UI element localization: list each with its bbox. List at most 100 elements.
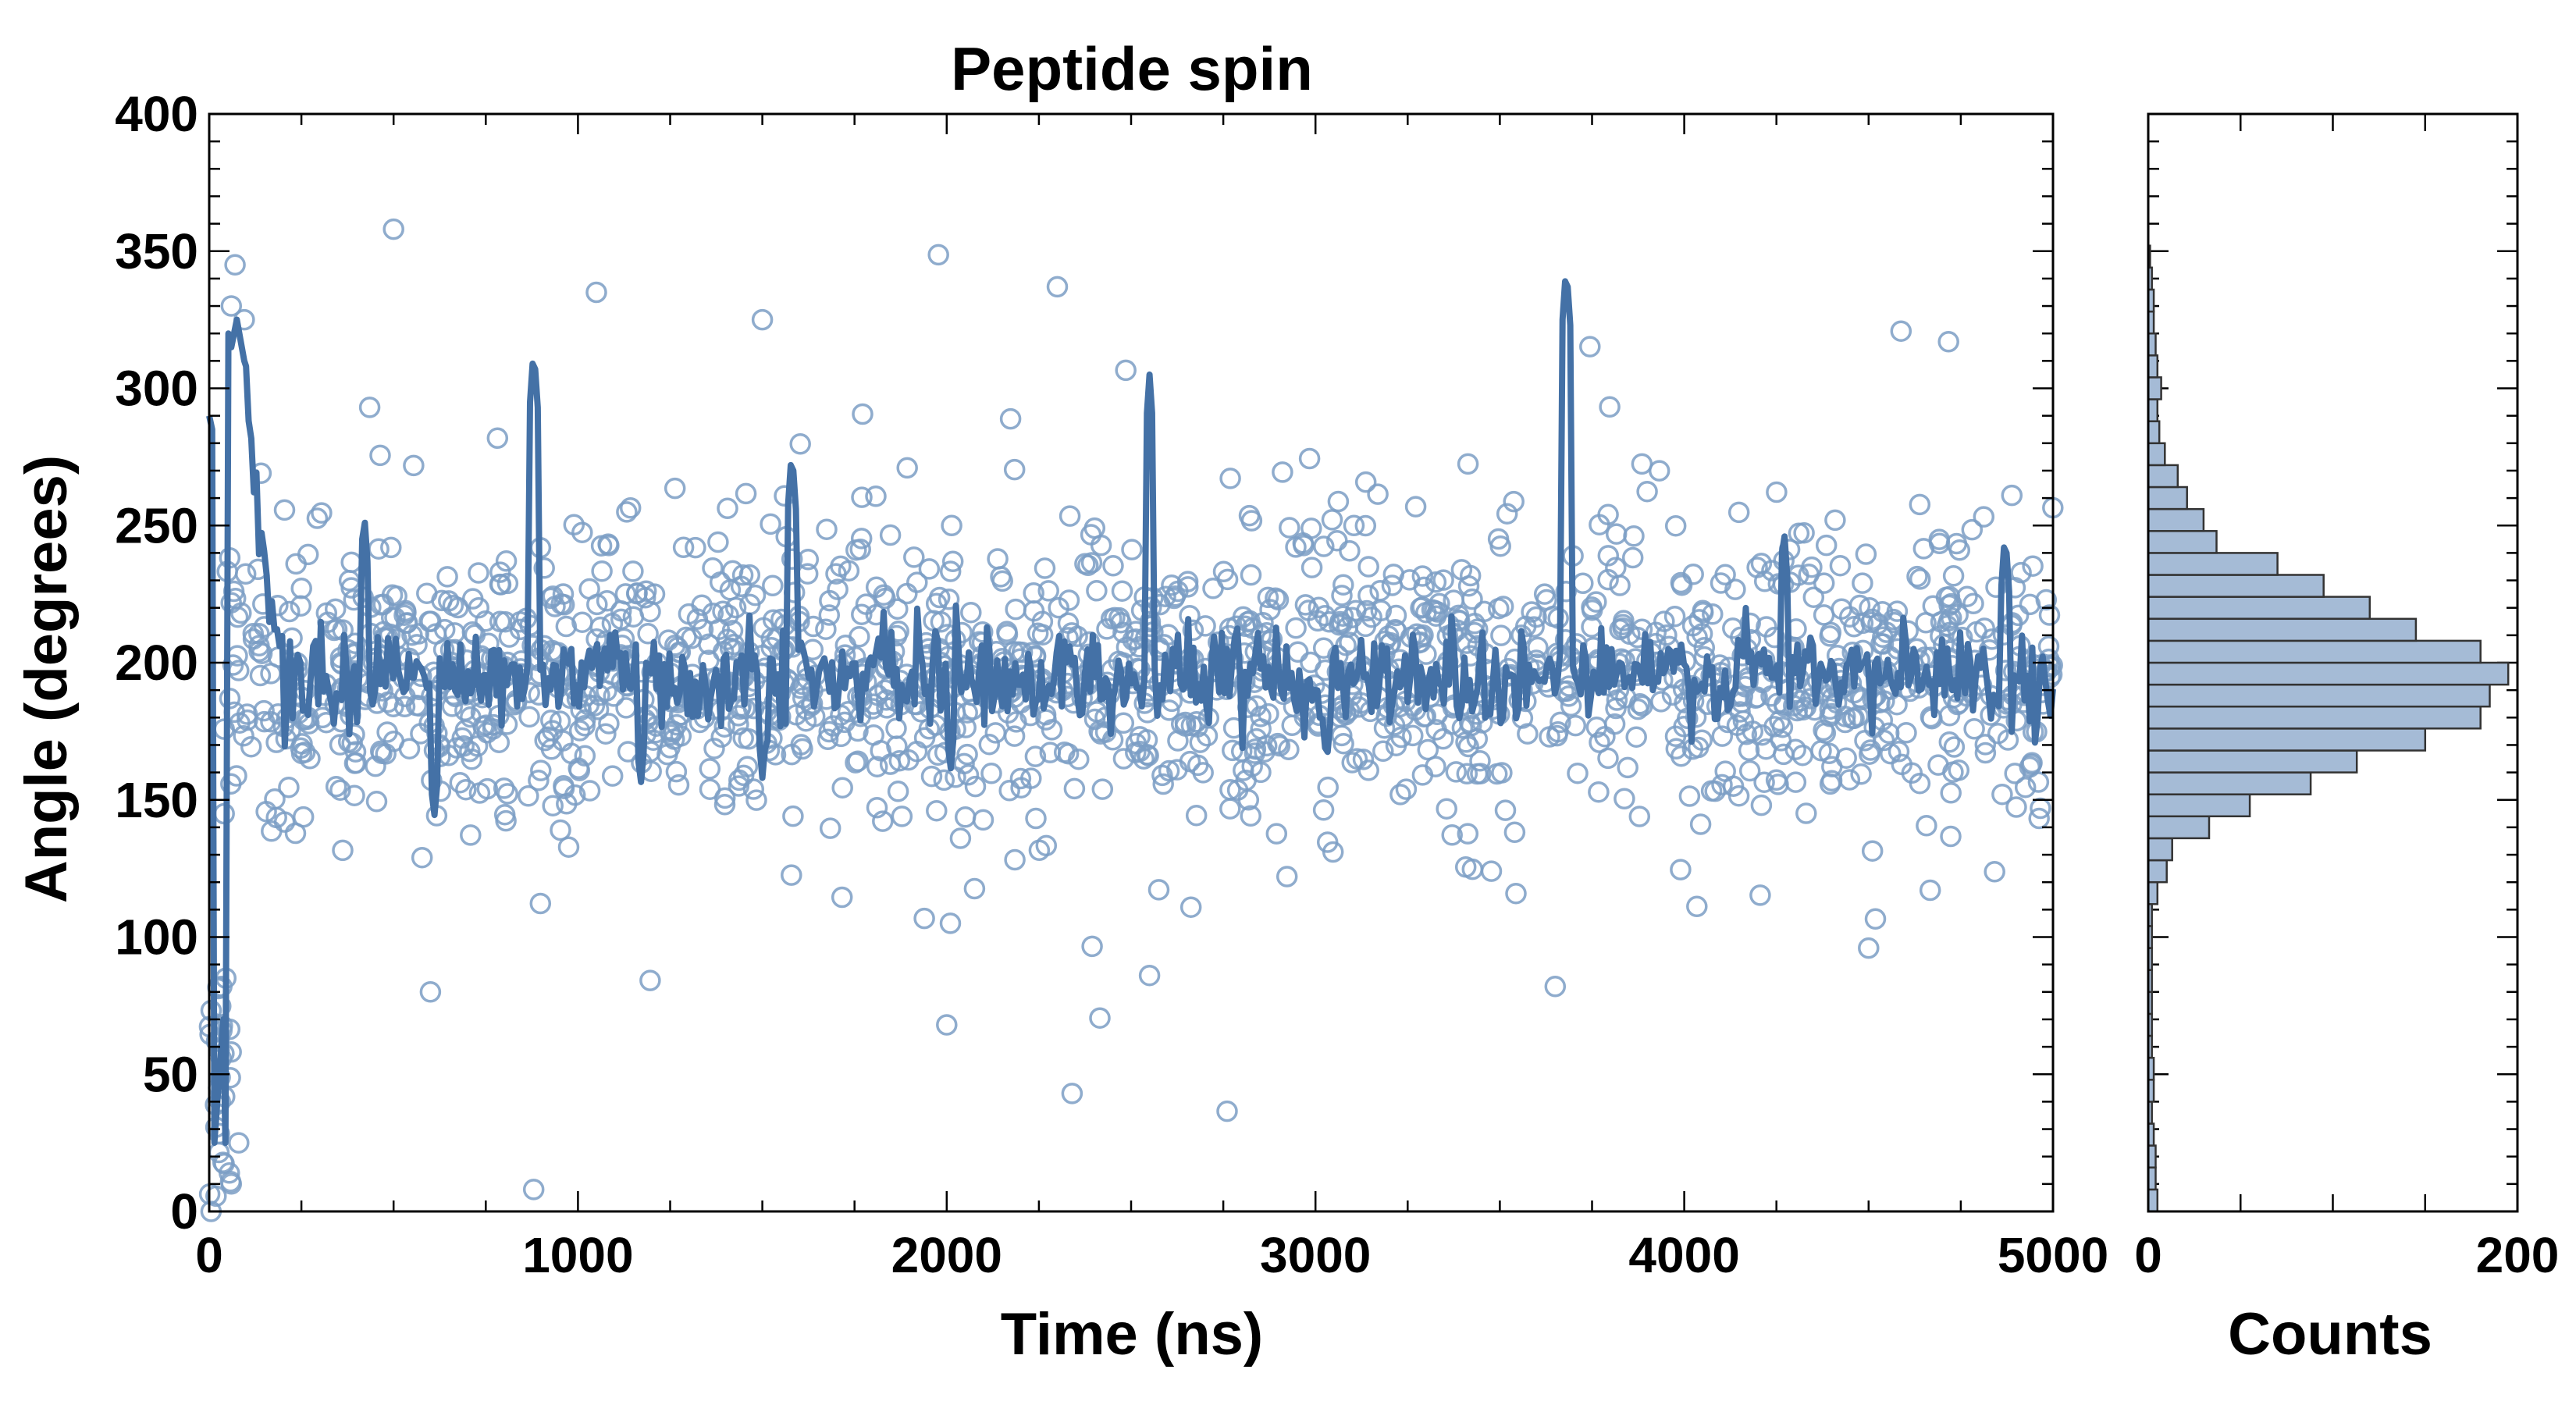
data-point bbox=[1792, 699, 1814, 721]
data-point bbox=[664, 477, 686, 500]
data-point bbox=[1947, 604, 1969, 626]
data-point bbox=[358, 397, 381, 418]
data-point bbox=[1585, 591, 1607, 613]
data-point bbox=[1265, 587, 1286, 610]
data-point bbox=[380, 606, 403, 629]
data-point bbox=[1399, 569, 1421, 591]
data-point bbox=[290, 595, 312, 617]
data-point bbox=[1457, 453, 1479, 475]
data-point bbox=[1179, 750, 1201, 773]
data-point bbox=[1938, 731, 1961, 753]
data-point bbox=[1357, 556, 1379, 578]
data-point bbox=[1115, 636, 1138, 658]
data-point bbox=[1612, 614, 1634, 635]
data-point bbox=[460, 824, 482, 846]
x-tick-labels: 0 1000 2000 3000 4000 5000 bbox=[195, 1227, 2108, 1283]
data-point bbox=[1895, 722, 1917, 744]
data-point bbox=[344, 741, 367, 763]
data-point bbox=[411, 846, 433, 869]
data-point bbox=[1838, 769, 1861, 791]
x-tick-label: 4000 bbox=[1628, 1227, 1739, 1283]
data-point bbox=[1711, 725, 1734, 747]
data-point bbox=[550, 593, 572, 615]
data-point bbox=[453, 735, 475, 757]
data-point bbox=[831, 777, 853, 799]
data-point bbox=[672, 536, 695, 559]
data-point bbox=[972, 809, 994, 831]
data-point bbox=[1059, 505, 1081, 527]
data-point bbox=[1494, 799, 1517, 821]
y-tick-label: 100 bbox=[115, 909, 198, 966]
histogram-x-tick-labels: 0 200 bbox=[2134, 1227, 2559, 1283]
data-point bbox=[419, 981, 442, 1003]
data-point bbox=[724, 596, 747, 619]
data-point bbox=[782, 805, 804, 827]
data-point bbox=[1028, 839, 1051, 862]
x-tick-label: 3000 bbox=[1260, 1227, 1371, 1283]
data-point bbox=[610, 608, 632, 631]
data-point bbox=[1457, 574, 1480, 597]
data-point bbox=[1384, 618, 1407, 641]
data-point bbox=[1004, 848, 1026, 871]
data-point bbox=[670, 725, 692, 747]
data-point bbox=[1648, 460, 1670, 482]
data-point bbox=[1385, 735, 1407, 756]
x-tick-label: 2000 bbox=[891, 1227, 1002, 1283]
data-point bbox=[614, 583, 637, 605]
data-point bbox=[472, 716, 494, 738]
data-point bbox=[496, 572, 519, 595]
data-point bbox=[1614, 788, 1635, 810]
data-point bbox=[960, 601, 982, 624]
data-point bbox=[745, 789, 767, 811]
data-point bbox=[1535, 589, 1557, 611]
data-point bbox=[667, 774, 690, 796]
data-point bbox=[1503, 490, 1525, 513]
data-point bbox=[1294, 594, 1317, 616]
data-point bbox=[703, 738, 725, 759]
data-point bbox=[1048, 596, 1069, 619]
data-point bbox=[949, 827, 972, 849]
data-point bbox=[1151, 764, 1173, 787]
histogram-bar bbox=[2147, 552, 2279, 576]
data-point bbox=[495, 809, 517, 832]
data-point bbox=[998, 780, 1020, 802]
histogram-bar bbox=[2147, 837, 2173, 862]
data-point bbox=[603, 685, 625, 707]
data-point bbox=[1751, 724, 1774, 746]
data-point bbox=[1285, 617, 1307, 639]
histogram-bar bbox=[2147, 793, 2251, 818]
data-point bbox=[1259, 599, 1281, 621]
data-point bbox=[865, 576, 888, 599]
data-point bbox=[1609, 574, 1631, 596]
data-point bbox=[1336, 616, 1359, 638]
data-point bbox=[971, 621, 994, 643]
data-point bbox=[887, 598, 909, 620]
data-point bbox=[913, 727, 936, 749]
data-point bbox=[386, 585, 407, 607]
data-point bbox=[489, 573, 511, 596]
data-point bbox=[1906, 565, 1928, 588]
data-point bbox=[1956, 585, 1978, 607]
data-point bbox=[557, 836, 580, 858]
data-point bbox=[1091, 778, 1114, 800]
data-point bbox=[552, 730, 574, 752]
data-point bbox=[879, 524, 902, 546]
data-point bbox=[1588, 781, 1610, 803]
data-point bbox=[1710, 572, 1732, 594]
data-point bbox=[1597, 545, 1620, 567]
data-point bbox=[1564, 714, 1587, 737]
data-point bbox=[781, 864, 802, 886]
data-point bbox=[1916, 815, 1937, 837]
data-point bbox=[730, 575, 753, 598]
data-point bbox=[1237, 789, 1260, 811]
y-tick-label: 50 bbox=[143, 1046, 198, 1102]
data-point bbox=[1603, 713, 1626, 735]
data-point bbox=[1023, 582, 1044, 604]
histogram-bar bbox=[2147, 749, 2358, 774]
data-point bbox=[1257, 586, 1279, 609]
data-point bbox=[1317, 776, 1339, 799]
data-point bbox=[1621, 546, 1644, 569]
data-point bbox=[498, 626, 521, 648]
data-point bbox=[849, 626, 870, 648]
data-point bbox=[1650, 691, 1672, 713]
